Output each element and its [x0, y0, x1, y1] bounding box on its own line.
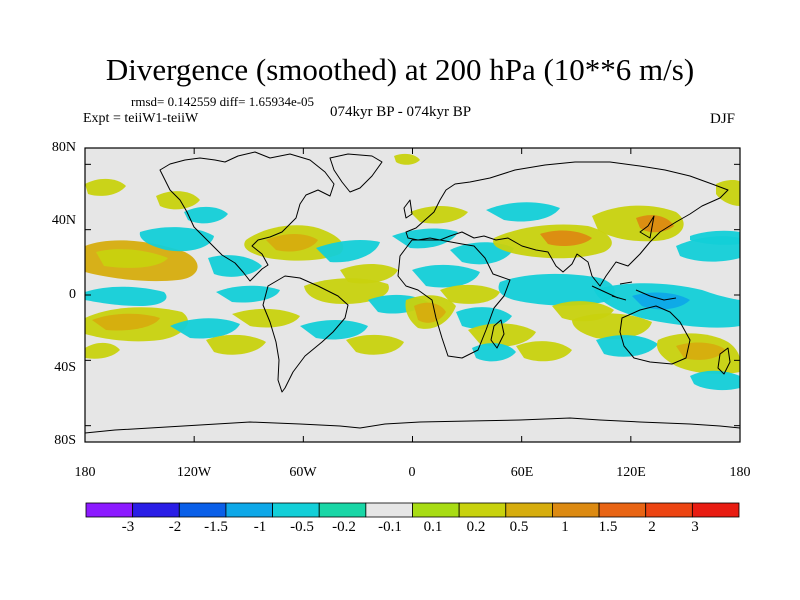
divergence-contour-patch — [414, 302, 446, 323]
coastlines — [85, 151, 740, 434]
divergence-contour-patch — [394, 153, 420, 165]
lon-tick-label: 120W — [176, 465, 212, 480]
coastline-africa — [397, 239, 511, 359]
divergence-contour-patch — [596, 335, 658, 357]
map-plot-area — [85, 148, 740, 442]
colorbar-label: 0.5 — [509, 519, 529, 535]
divergence-contour-patch — [410, 206, 468, 224]
divergence-contour-patch — [632, 292, 690, 310]
colorbar-label: 0.2 — [466, 519, 486, 535]
divergence-contour-patch — [184, 206, 228, 224]
coastline-indonesia — [591, 281, 677, 301]
divergence-contour-patch — [206, 334, 266, 355]
lat-tick-label: 0 — [69, 287, 76, 302]
divergence-contour-patch — [266, 234, 318, 252]
colorbar-box — [552, 502, 600, 518]
axis-ticks — [84, 148, 741, 442]
lon-tick-label: 0 — [408, 465, 416, 480]
colorbar-box — [225, 502, 273, 518]
divergence-contour-patch — [690, 370, 740, 391]
divergence-contour-patch — [156, 191, 200, 210]
divergence-contour-patch — [690, 230, 740, 245]
colorbar-box — [272, 502, 320, 518]
divergence-contour-patch — [170, 318, 240, 339]
divergence-contour-patch — [472, 343, 516, 362]
divergence-contour-patch — [85, 286, 167, 306]
divergence-contour-patch — [232, 308, 300, 328]
divergence-contour-patch — [540, 230, 592, 246]
coastline-north-america — [159, 151, 335, 282]
divergence-contour-patch — [304, 278, 389, 304]
lon-tick-label: 60W — [289, 465, 317, 480]
colorbar-label: -2 — [168, 519, 182, 535]
coastline-australia — [619, 305, 691, 365]
divergence-contour-patch — [516, 341, 572, 362]
colorbar-box — [318, 502, 367, 518]
colorbar-label: -1.5 — [204, 519, 228, 535]
colorbar-box — [691, 502, 740, 518]
colorbar-box — [178, 502, 227, 518]
coastline-antarctica — [85, 417, 740, 434]
colorbar-label: 0.1 — [423, 519, 443, 535]
season-label: DJF — [710, 111, 736, 127]
experiment-label: Expt = teiiW1-teiiW — [83, 111, 199, 126]
divergence-contour-patch — [346, 334, 404, 355]
colorbar-label: -0.2 — [332, 519, 356, 535]
divergence-contour-patch — [92, 313, 160, 331]
divergence-contour-patch — [716, 180, 740, 206]
lat-tick-label: 40N — [51, 213, 76, 228]
coastline-eurasia — [405, 161, 729, 287]
divergence-contour-patch — [216, 285, 280, 303]
lon-tick-label: 120E — [616, 465, 646, 480]
colorbar-label: -1 — [253, 519, 267, 535]
coastline-japan — [639, 215, 655, 239]
colorbar-label: -0.1 — [378, 519, 402, 535]
coastline-new-zealand — [717, 347, 731, 375]
divergence-contour-patch — [300, 320, 368, 340]
divergence-contour-patch — [139, 227, 214, 252]
divergence-contour-patch — [486, 202, 560, 222]
divergence-contour-patch — [440, 284, 500, 304]
colorbar-box — [412, 502, 460, 518]
stats-label: rmsd= 0.142559 diff= 1.65934e-05 — [131, 94, 315, 109]
coastline-british-isles — [403, 199, 413, 219]
lon-tick-label: 60E — [510, 465, 534, 480]
divergence-contour-patch — [85, 342, 120, 359]
colorbar — [85, 502, 740, 518]
divergence-contour-patch — [468, 323, 536, 347]
divergence-contour-patch — [412, 264, 480, 288]
colorbar-box — [598, 502, 647, 518]
colorbar-label: 2 — [648, 519, 656, 535]
divergence-contour-patch — [85, 178, 126, 196]
lat-tick-label: 40S — [54, 360, 76, 375]
divergence-contour-patch — [592, 205, 684, 242]
lat-tick-label: 80N — [51, 140, 76, 155]
divergence-contour-patch — [456, 307, 512, 329]
lat-tick-label: 80S — [54, 433, 76, 448]
period-label: 074kyr BP - 074kyr BP — [330, 104, 472, 120]
divergence-contour-patch — [96, 249, 168, 268]
colorbar-box — [645, 502, 693, 518]
colorbar-label: -3 — [121, 519, 135, 535]
divergence-contour-patch — [498, 273, 615, 306]
divergence-contour-patch — [572, 313, 652, 340]
colorbar-box — [365, 502, 413, 518]
colorbar-label: -0.5 — [290, 519, 314, 535]
lon-tick-label: 180 — [74, 465, 96, 480]
colorbar-box — [458, 502, 507, 518]
colorbar-box — [132, 502, 180, 518]
divergence-contour-patch — [316, 240, 380, 263]
colorbar-box — [505, 502, 553, 518]
colorbar-label: 1 — [561, 519, 569, 535]
divergence-contour-patch — [208, 255, 262, 277]
lon-tick-label: 180 — [729, 465, 751, 480]
colorbar-label: 3 — [691, 519, 699, 535]
map-title: Divergence (smoothed) at 200 hPa (10**6 … — [105, 52, 695, 87]
coastline-south-america — [262, 275, 349, 393]
colorbar-label: 1.5 — [598, 519, 618, 535]
coastline-madagascar — [490, 319, 505, 349]
coastline-greenland — [329, 153, 383, 193]
colorbar-box — [85, 502, 134, 518]
